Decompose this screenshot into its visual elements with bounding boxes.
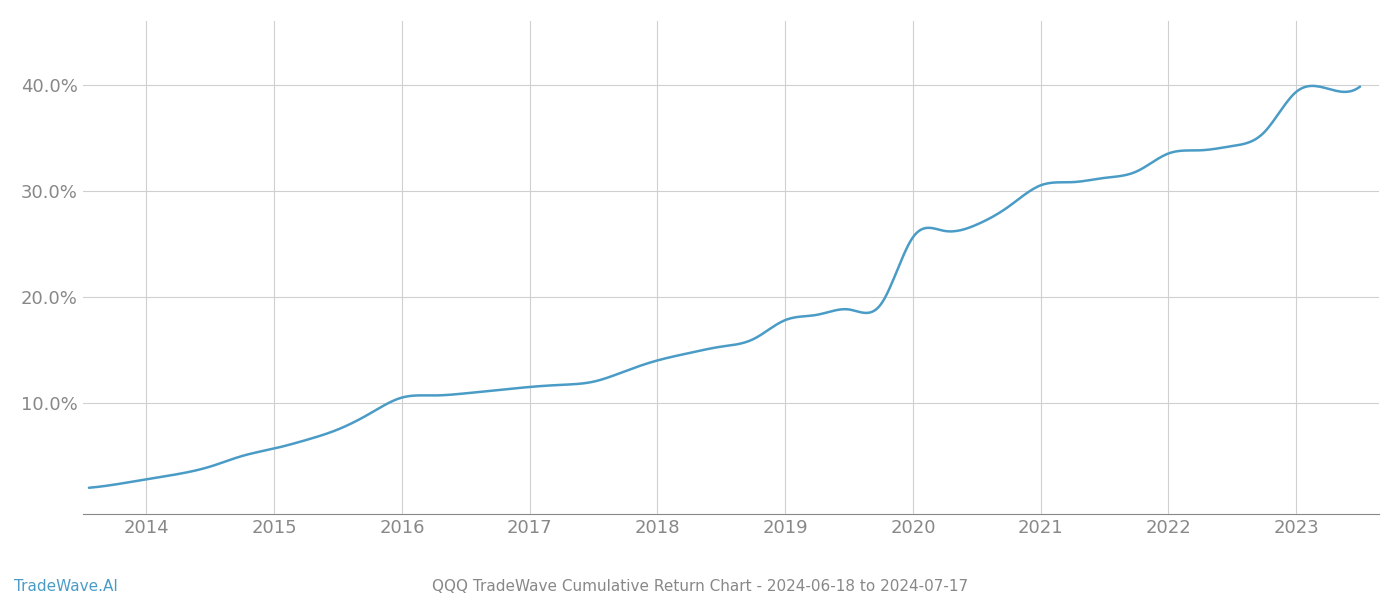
Text: QQQ TradeWave Cumulative Return Chart - 2024-06-18 to 2024-07-17: QQQ TradeWave Cumulative Return Chart - … (433, 579, 967, 594)
Text: TradeWave.AI: TradeWave.AI (14, 579, 118, 594)
